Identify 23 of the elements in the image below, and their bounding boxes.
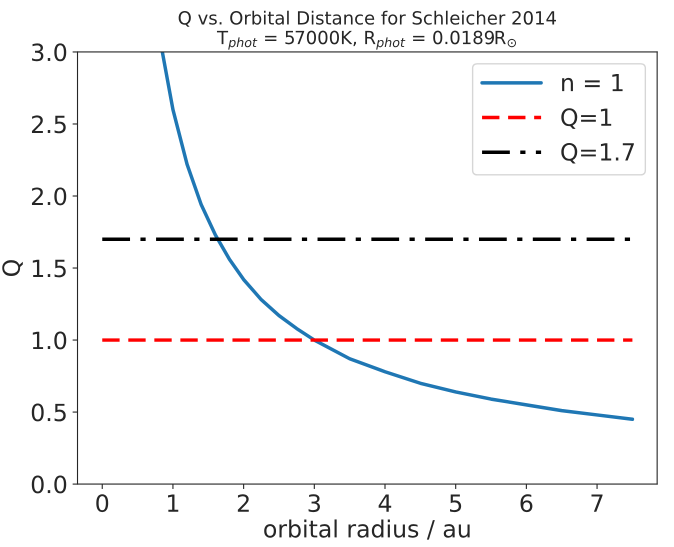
y-tick-label: 0.5 [32,404,66,422]
legend-label: n = 1 [562,74,623,92]
y-tick-label: 1.0 [32,332,66,350]
y-tick-label: 0.0 [32,476,66,494]
y-tick-label: 2.5 [32,115,66,134]
x-tick-label: 6 [520,494,532,512]
x-tick-label: 2 [238,494,249,512]
x-axis-title: orbital radius / au [264,519,470,540]
y-tick-label: 1.5 [32,260,66,278]
x-tick-label: 7 [591,494,603,512]
line-series [160,52,634,422]
x-tick-label: 1 [168,494,178,512]
legend-label: Q=1 [561,108,612,129]
x-tick-label: 3 [308,494,320,512]
y-tick-label: 3.0 [32,43,66,62]
chart-title: Q vs. Orbital Distance for Schleicher 2014 [178,10,556,27]
x-tick-label: 0 [96,494,108,512]
legend-label: Q=1.7 [561,142,634,164]
chart-subtitle: T$_{phot}$ = 57000K, R$_{phot}$ = 0.0189R$_{⊙}$ [216,30,516,50]
x-tick-label: 4 [378,494,392,512]
x-tick-label: 5 [450,494,462,512]
y-axis-title: Q [2,260,23,276]
y-tick-label: 2.0 [32,187,66,206]
